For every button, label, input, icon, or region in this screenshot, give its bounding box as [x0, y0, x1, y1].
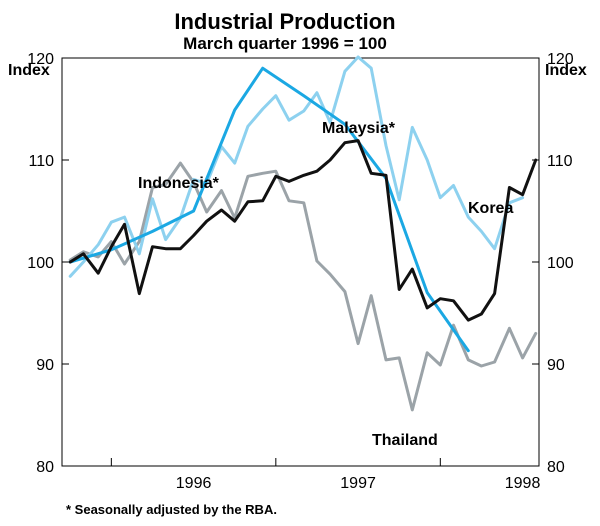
left-tick-label: 110: [28, 153, 54, 170]
left-tick-label: 100: [27, 255, 54, 272]
series-line-indonesia: [68, 66, 470, 353]
right-y-axis: 80 90 100 110 120: [532, 51, 574, 476]
left-axis-title: Index: [8, 62, 50, 79]
series-line-malaysia: [68, 55, 525, 278]
left-y-axis: 80 90 100 110 120: [27, 51, 69, 476]
label-korea: Korea: [468, 200, 513, 217]
series-line-korea: [68, 139, 538, 322]
chart-title: Industrial Production: [174, 9, 395, 34]
label-thailand: Thailand: [372, 432, 438, 449]
x-axis: 1996 1997 1998: [110, 458, 541, 492]
chart-subtitle: March quarter 1996 = 100: [183, 34, 387, 53]
label-indonesia: Indonesia*: [138, 175, 220, 192]
left-tick-label: 80: [36, 459, 54, 476]
right-tick-label: 90: [547, 357, 565, 374]
right-tick-label: 100: [547, 255, 574, 272]
x-tick-label: 1997: [340, 475, 376, 492]
footnote: * Seasonally adjusted by the RBA.: [66, 502, 277, 517]
x-tick-label: 1996: [176, 475, 212, 492]
right-tick-label: 80: [547, 459, 565, 476]
series-lines: [68, 55, 538, 412]
right-axis-title: Index: [545, 62, 587, 79]
right-tick-label: 120: [547, 51, 574, 68]
x-tick-label: 1998: [505, 475, 541, 492]
label-malaysia: Malaysia*: [322, 120, 396, 137]
right-tick-label: 110: [547, 153, 573, 170]
left-tick-label: 120: [27, 51, 54, 68]
left-tick-label: 90: [36, 357, 54, 374]
